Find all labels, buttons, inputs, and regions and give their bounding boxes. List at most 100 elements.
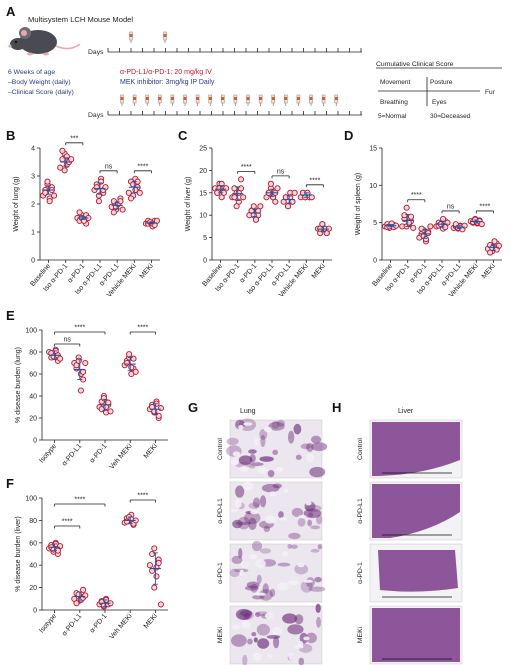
- airspace: [230, 508, 238, 512]
- data-point: [425, 230, 432, 237]
- y-tick-label: 40: [29, 394, 37, 401]
- airspace: [257, 467, 268, 474]
- airspace: [298, 515, 307, 519]
- panel-letter-b: B: [6, 128, 15, 143]
- data-point: [51, 192, 58, 199]
- score-deceased: 30=Deceased: [430, 113, 471, 120]
- chart-e: E 0 20 40 60 80 100 % disease burden (lung) Isot…: [6, 308, 168, 471]
- panel-letter-e: E: [6, 308, 15, 323]
- data-point: [267, 180, 274, 187]
- tissue-region: [307, 519, 313, 527]
- syringe-icon: [221, 94, 225, 106]
- airspace: [303, 636, 310, 641]
- y-tick-label: 40: [29, 563, 37, 570]
- weight-line: –Body Weight (daily): [8, 79, 71, 86]
- tissue-region: [237, 516, 250, 530]
- data-point: [291, 189, 298, 196]
- tissue-region: [314, 576, 322, 583]
- significance-label: ****: [137, 325, 148, 332]
- data-point: [46, 198, 53, 205]
- data-point: [61, 167, 68, 174]
- syringe-fill: [309, 97, 313, 100]
- airspace: [263, 426, 272, 433]
- airspace: [238, 425, 244, 430]
- airspace: [288, 652, 294, 661]
- airspace: [287, 580, 300, 586]
- syringe-icon: [246, 94, 250, 106]
- tissue-region: [305, 632, 317, 644]
- x-tick-label: α-PD-L1: [61, 613, 83, 638]
- data-point: [73, 600, 80, 607]
- tissue-region: [309, 466, 326, 478]
- tissue-region: [272, 483, 282, 489]
- airspace: [252, 652, 262, 661]
- significance-label: ns: [105, 163, 113, 170]
- tissue-region: [293, 423, 302, 435]
- tissue-region: [298, 657, 305, 665]
- data-point: [119, 206, 126, 213]
- syringe-fill: [129, 34, 133, 37]
- tissue-region: [300, 580, 313, 593]
- y-axis-label: Weight of liver (g): [185, 177, 192, 232]
- data-point: [237, 176, 245, 183]
- tissue-region: [269, 588, 276, 597]
- syringe-fill: [208, 97, 212, 100]
- syringe-fill: [259, 97, 263, 100]
- tissue-region: [226, 437, 239, 446]
- tissue-region: [257, 638, 270, 649]
- airspace: [268, 491, 277, 497]
- data-point: [233, 203, 240, 210]
- airspace: [306, 453, 314, 463]
- airspace: [305, 500, 312, 506]
- row-label: Control: [357, 438, 364, 460]
- y-tick-label: 1: [31, 230, 35, 237]
- significance-label: ns: [447, 203, 455, 210]
- y-tick-label: 5: [373, 220, 377, 227]
- data-point: [136, 189, 143, 196]
- tissue-region: [259, 428, 268, 440]
- x-tick-label: α-PD-1: [89, 613, 109, 635]
- data-point: [125, 189, 132, 196]
- score-line: –Clinical Score (daily): [8, 89, 74, 96]
- tissue-region: [310, 525, 321, 530]
- data-point: [284, 203, 292, 210]
- x-tick-label: α-PD-1: [89, 443, 109, 465]
- data-point: [237, 185, 245, 192]
- syringe-fill: [120, 97, 124, 100]
- data-point: [117, 198, 124, 205]
- syringe-fill: [158, 97, 162, 100]
- airspace: [275, 466, 284, 473]
- data-point: [77, 387, 84, 394]
- score-normal: 5=Normal: [378, 113, 407, 120]
- airspace: [283, 488, 289, 494]
- syringe-icon: [208, 94, 212, 106]
- tissue-region: [253, 637, 258, 643]
- tissue-region: [273, 636, 280, 649]
- y-axis-label: % disease burden (lung): [15, 347, 22, 423]
- syringe-icon: [321, 94, 326, 106]
- airspace: [248, 554, 258, 560]
- y-tick-label: 20: [29, 416, 37, 423]
- score-movement: Movement: [380, 79, 411, 86]
- data-point: [76, 209, 83, 216]
- tissue-region: [251, 631, 257, 637]
- y-tick-label: 20: [199, 168, 207, 175]
- tissue-region: [310, 548, 320, 553]
- tissue-region: [248, 449, 257, 454]
- tissue-region: [259, 456, 274, 462]
- tissue-region: [290, 544, 298, 549]
- data-point: [231, 194, 238, 201]
- row-label: α-PD-L1: [217, 498, 224, 524]
- data-point: [274, 185, 281, 192]
- syringe-fill: [163, 34, 167, 37]
- y-tick-label: 10: [369, 183, 377, 190]
- significance-label: ****: [241, 164, 252, 171]
- y-tick-label: 4: [31, 146, 35, 153]
- lung-image: [229, 543, 323, 603]
- data-point: [153, 573, 160, 580]
- syringe-icon: [296, 94, 301, 106]
- x-tick-label: Veh MEKi: [109, 442, 134, 470]
- age-line: 6 Weeks of age: [8, 69, 55, 76]
- tissue-region: [261, 483, 280, 493]
- y-tick-label: 80: [29, 350, 37, 357]
